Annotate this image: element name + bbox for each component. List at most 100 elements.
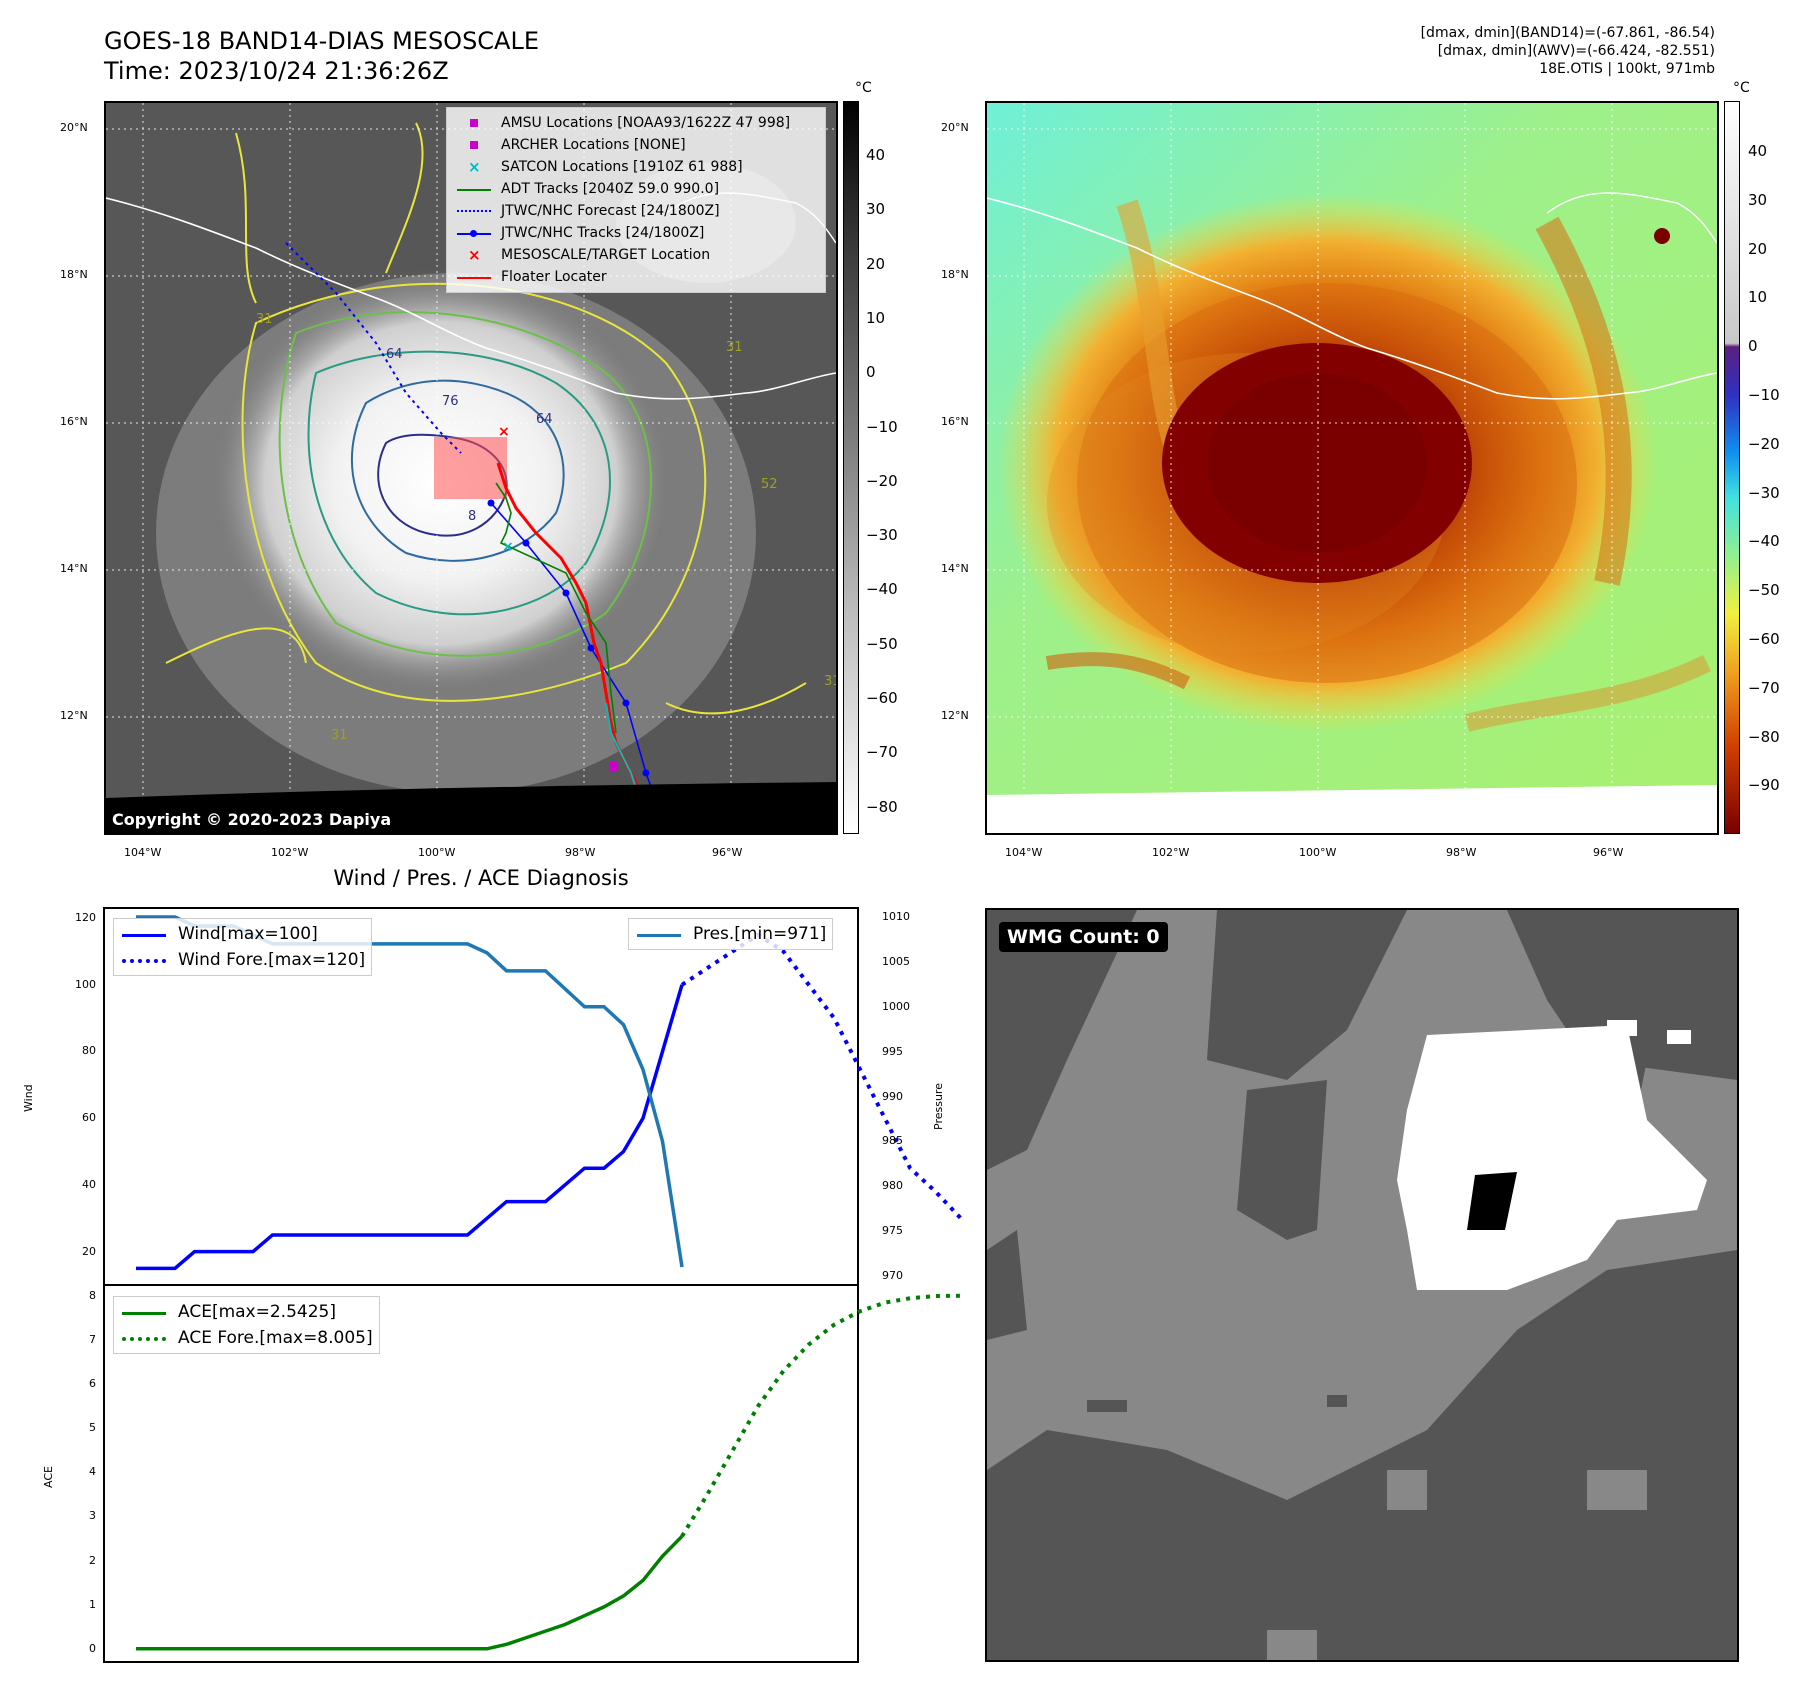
awv-map-panel: [985, 101, 1719, 835]
lon-tick: 96°W: [1593, 846, 1624, 859]
legend-line-icon: [455, 182, 495, 196]
info-awv: [dmax, dmin](AWV)=(-66.424, -82.551): [1437, 43, 1715, 59]
colorbar-tick: −10: [1748, 386, 1780, 404]
contour-label: 76: [442, 394, 459, 409]
ir-colorbar: [843, 101, 859, 834]
ir-legend: AMSU Locations [NOAA93/1622Z 47 998] ARC…: [446, 107, 826, 293]
lon-tick: 98°W: [1446, 846, 1477, 859]
axis-tick: 2: [89, 1553, 96, 1567]
colorbar-tick: −50: [866, 634, 898, 653]
colorbar-tick: −90: [1748, 776, 1780, 795]
axis-tick: 8: [89, 1289, 96, 1303]
awv-map-image: [987, 103, 1717, 795]
contour-label: 31: [726, 340, 743, 355]
ace-legend: ACE[max=2.5425] ACE Fore.[max=8.005]: [113, 1296, 380, 1354]
lon-tick: 100°W: [418, 846, 456, 859]
axis-tick: 6: [89, 1377, 96, 1391]
axis-tick: 40: [82, 1177, 96, 1191]
awv-colorbar: [1724, 101, 1740, 834]
contour-label: 8: [468, 509, 476, 524]
axis-tick: 995: [882, 1044, 903, 1058]
wmg-image: [987, 910, 1737, 1660]
legend-dotted-icon: [120, 953, 172, 967]
legend-item: Wind[max=100]: [120, 921, 365, 947]
ace-axis-label: ACE: [42, 1466, 55, 1488]
jtwc-track-points: [487, 499, 650, 777]
axis-tick: 980: [882, 1179, 903, 1193]
colorbar-tick: −80: [866, 797, 898, 816]
axis-tick: 7: [89, 1333, 96, 1347]
copyright-text: Copyright © 2020-2023 Dapiya: [112, 810, 392, 829]
ace-series-group: [136, 1293, 961, 1651]
mesoscale-target-box: [434, 437, 507, 499]
colorbar-tick: 40: [866, 146, 886, 164]
contour-label: 52: [761, 477, 778, 492]
lon-tick: 102°W: [1152, 846, 1190, 859]
colorbar-tick: −70: [866, 743, 898, 762]
axis-tick: 990: [882, 1089, 903, 1103]
legend-x-icon: ×: [468, 158, 481, 176]
legend-item: ACE[max=2.5425]: [120, 1299, 373, 1325]
series-line: [136, 1535, 684, 1651]
contour-label: 31: [331, 728, 348, 743]
axis-tick: 100: [75, 977, 96, 991]
wmg-count-badge: WMG Count: 0: [999, 922, 1168, 952]
lat-tick: 16°N: [60, 415, 88, 428]
lat-tick: 20°N: [941, 121, 969, 134]
axis-tick: 80: [82, 1044, 96, 1058]
legend-line-icon: [635, 927, 687, 941]
lat-tick: 14°N: [60, 562, 88, 575]
axis-tick: 5: [89, 1421, 96, 1435]
legend-item: × SATCON Locations [1910Z 61 988]: [455, 156, 817, 178]
legend-dotted-icon: [120, 1331, 172, 1345]
axis-tick: 60: [82, 1111, 96, 1125]
diagnosis-chart: [103, 907, 963, 1663]
colorbar-tick: 30: [866, 200, 886, 219]
wmg-eye: [1467, 1172, 1517, 1230]
wind-legend: Wind[max=100] Wind Fore.[max=120]: [113, 918, 373, 976]
contour-label: 64: [386, 347, 403, 362]
chart-title: GOES-18 BAND14-DIAS MESOSCALE: [104, 27, 540, 55]
lon-tick: 96°W: [712, 846, 743, 859]
contour-label: 64: [536, 412, 553, 427]
colorbar-tick: −60: [866, 689, 898, 707]
colorbar-tick: 20: [866, 254, 886, 273]
mesoscale-target-marker: ×: [498, 424, 510, 440]
colorbar-tick: −40: [1748, 532, 1780, 551]
colorbar-tick: −80: [1748, 727, 1780, 746]
lat-tick: 18°N: [941, 268, 969, 281]
lat-tick: 14°N: [941, 562, 969, 575]
info-band14: [dmax, dmin](BAND14)=(-67.861, -86.54): [1420, 25, 1715, 41]
lat-tick: 16°N: [941, 415, 969, 428]
jtwc-forecast-track: [285, 242, 462, 454]
axis-tick: 970: [882, 1269, 903, 1283]
legend-square-icon: [455, 116, 495, 130]
colorbar-tick: 20: [1748, 239, 1768, 258]
axis-tick: 1005: [882, 954, 910, 968]
colorbar-tick: −20: [1748, 434, 1780, 453]
axis-tick: 1010: [882, 909, 910, 923]
lat-tick: 12°N: [941, 709, 969, 722]
info-storm: 18E.OTIS | 100kt, 971mb: [1539, 61, 1715, 77]
lon-tick: 104°W: [124, 846, 162, 859]
info-block: [dmax, dmin](BAND14)=(-67.861, -86.54) […: [1115, 24, 1715, 78]
lat-tick: 20°N: [60, 121, 88, 134]
colorbar-tick: −60: [1748, 630, 1780, 648]
series-line: [680, 1293, 961, 1538]
colorbar-tick: −10: [866, 417, 898, 436]
legend-item: JTWC/NHC Tracks [24/1800Z]: [455, 222, 817, 244]
colorbar-tick: −70: [1748, 678, 1780, 697]
axis-tick: 3: [89, 1509, 96, 1523]
pressure-legend: Pres.[min=971]: [628, 918, 834, 950]
adt-track: [495, 482, 617, 734]
wind-axis-label: Wind: [22, 1084, 35, 1112]
legend-line-dot-icon: [455, 226, 495, 240]
colorbar-tick: −30: [1748, 483, 1780, 502]
colorbar-tick: 10: [1748, 288, 1768, 307]
legend-item: Floater Locater: [455, 266, 817, 288]
legend-item: ACE Fore.[max=8.005]: [120, 1325, 373, 1351]
legend-line-icon: [455, 270, 495, 284]
lon-tick: 100°W: [1299, 846, 1337, 859]
ir-colorbar-unit: °C: [855, 80, 872, 96]
amsu-marker: [609, 762, 618, 771]
